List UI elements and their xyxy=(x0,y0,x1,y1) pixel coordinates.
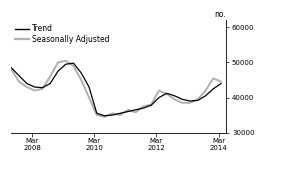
Text: no.: no. xyxy=(215,10,226,19)
Legend: Trend, Seasonally Adjusted: Trend, Seasonally Adjusted xyxy=(15,24,110,44)
